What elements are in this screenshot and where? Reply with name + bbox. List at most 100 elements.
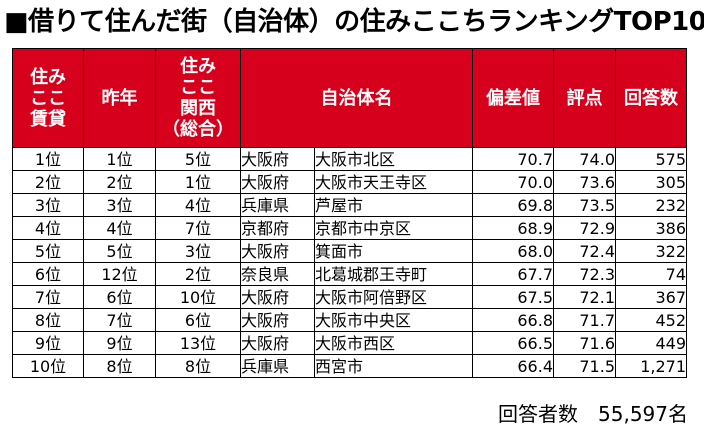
city-cell: 芦屋市 bbox=[314, 193, 473, 217]
rank-cell: 8位 bbox=[12, 308, 84, 332]
table-row: 5位 5位 3位 大阪府 箕面市 68.0 72.4 322 bbox=[12, 239, 687, 263]
deviation-cell: 67.5 bbox=[472, 285, 554, 309]
responses-cell: 74 bbox=[615, 262, 687, 286]
prefecture-cell: 大阪府 bbox=[240, 308, 315, 332]
prefecture-cell: 大阪府 bbox=[240, 147, 315, 171]
score-cell: 74.0 bbox=[553, 147, 616, 171]
header-rank-kansai-line: （総合） bbox=[162, 119, 234, 140]
responses-cell: 367 bbox=[615, 285, 687, 309]
city-cell: 北葛城郡王寺町 bbox=[314, 262, 473, 286]
table-row: 3位 3位 4位 兵庫県 芦屋市 69.8 73.5 232 bbox=[12, 193, 687, 217]
kansai-rank-cell: 7位 bbox=[155, 216, 241, 240]
deviation-cell: 70.0 bbox=[472, 170, 554, 194]
kansai-rank-cell: 8位 bbox=[155, 354, 241, 378]
kansai-rank-cell: 3位 bbox=[155, 239, 241, 263]
header-rank-kansai: 住み ここ 関西 （総合） bbox=[155, 48, 241, 148]
kansai-rank-cell: 6位 bbox=[155, 308, 241, 332]
rank-cell: 2位 bbox=[12, 170, 84, 194]
kansai-rank-cell: 13位 bbox=[155, 331, 241, 355]
last-year-cell: 12位 bbox=[83, 262, 156, 286]
kansai-rank-cell: 1位 bbox=[155, 170, 241, 194]
responses-cell: 322 bbox=[615, 239, 687, 263]
deviation-cell: 70.7 bbox=[472, 147, 554, 171]
rank-cell: 3位 bbox=[12, 193, 84, 217]
header-rank-kansai-line: 関西 bbox=[180, 98, 216, 119]
respondent-count: 回答者数 55,597名 bbox=[498, 402, 688, 426]
header-score: 評点 bbox=[553, 48, 616, 148]
responses-cell: 305 bbox=[615, 170, 687, 194]
city-cell: 大阪市阿倍野区 bbox=[314, 285, 473, 309]
rank-cell: 1位 bbox=[12, 147, 84, 171]
score-cell: 73.6 bbox=[553, 170, 616, 194]
rank-cell: 9位 bbox=[12, 331, 84, 355]
rank-cell: 7位 bbox=[12, 285, 84, 309]
rank-cell: 4位 bbox=[12, 216, 84, 240]
last-year-cell: 8位 bbox=[83, 354, 156, 378]
table-row: 8位 7位 6位 大阪府 大阪市中央区 66.8 71.7 452 bbox=[12, 308, 687, 332]
score-cell: 73.5 bbox=[553, 193, 616, 217]
last-year-cell: 6位 bbox=[83, 285, 156, 309]
header-last-year: 昨年 bbox=[83, 48, 156, 148]
last-year-cell: 4位 bbox=[83, 216, 156, 240]
responses-cell: 449 bbox=[615, 331, 687, 355]
header-rank-rent-line: 住み bbox=[30, 66, 66, 88]
city-cell: 箕面市 bbox=[314, 239, 473, 263]
responses-cell: 386 bbox=[615, 216, 687, 240]
deviation-cell: 66.8 bbox=[472, 308, 554, 332]
kansai-rank-cell: 4位 bbox=[155, 193, 241, 217]
kansai-rank-cell: 5位 bbox=[155, 147, 241, 171]
responses-cell: 1,271 bbox=[615, 354, 687, 378]
last-year-cell: 9位 bbox=[83, 331, 156, 355]
last-year-cell: 7位 bbox=[83, 308, 156, 332]
score-cell: 71.7 bbox=[553, 308, 616, 332]
ranking-table: 住み ここ 賃貸 昨年 住み ここ 関西 （総合） 自治体名 偏差値 評点 回答… bbox=[12, 48, 687, 378]
table-row: 9位 9位 13位 大阪府 大阪市西区 66.5 71.6 449 bbox=[12, 331, 687, 355]
score-cell: 72.4 bbox=[553, 239, 616, 263]
page-title: ■借りて住んだ街（自治体）の住みここちランキングTOP10 bbox=[4, 7, 704, 37]
city-cell: 西宮市 bbox=[314, 354, 473, 378]
prefecture-cell: 兵庫県 bbox=[240, 354, 315, 378]
prefecture-cell: 大阪府 bbox=[240, 285, 315, 309]
kansai-rank-cell: 2位 bbox=[155, 262, 241, 286]
score-cell: 71.5 bbox=[553, 354, 616, 378]
prefecture-cell: 大阪府 bbox=[240, 239, 315, 263]
header-municipality: 自治体名 bbox=[240, 48, 473, 148]
last-year-cell: 2位 bbox=[83, 170, 156, 194]
deviation-cell: 66.4 bbox=[472, 354, 554, 378]
last-year-cell: 3位 bbox=[83, 193, 156, 217]
rank-cell: 5位 bbox=[12, 239, 84, 263]
score-cell: 71.6 bbox=[553, 331, 616, 355]
table-row: 6位 12位 2位 奈良県 北葛城郡王寺町 67.7 72.3 74 bbox=[12, 262, 687, 286]
score-cell: 72.3 bbox=[553, 262, 616, 286]
deviation-cell: 66.5 bbox=[472, 331, 554, 355]
responses-cell: 452 bbox=[615, 308, 687, 332]
prefecture-cell: 兵庫県 bbox=[240, 193, 315, 217]
city-cell: 大阪市西区 bbox=[314, 331, 473, 355]
score-cell: 72.1 bbox=[553, 285, 616, 309]
deviation-cell: 68.9 bbox=[472, 216, 554, 240]
deviation-cell: 67.7 bbox=[472, 262, 554, 286]
header-responses: 回答数 bbox=[615, 48, 687, 148]
header-rank-kansai-line: ここ bbox=[180, 77, 216, 98]
last-year-cell: 1位 bbox=[83, 147, 156, 171]
header-row: 住み ここ 賃貸 昨年 住み ここ 関西 （総合） 自治体名 偏差値 評点 回答… bbox=[12, 48, 687, 148]
header-rank-rent-line: ここ bbox=[30, 87, 66, 109]
prefecture-cell: 奈良県 bbox=[240, 262, 315, 286]
responses-cell: 232 bbox=[615, 193, 687, 217]
score-cell: 72.9 bbox=[553, 216, 616, 240]
last-year-cell: 5位 bbox=[83, 239, 156, 263]
prefecture-cell: 大阪府 bbox=[240, 331, 315, 355]
header-rank-rent: 住み ここ 賃貸 bbox=[12, 48, 84, 148]
table-row: 1位 1位 5位 大阪府 大阪市北区 70.7 74.0 575 bbox=[12, 147, 687, 171]
responses-cell: 575 bbox=[615, 147, 687, 171]
rank-cell: 6位 bbox=[12, 262, 84, 286]
header-rank-kansai-line: 住み bbox=[180, 56, 216, 77]
deviation-cell: 69.8 bbox=[472, 193, 554, 217]
prefecture-cell: 大阪府 bbox=[240, 170, 315, 194]
header-deviation: 偏差値 bbox=[472, 48, 554, 148]
kansai-rank-cell: 10位 bbox=[155, 285, 241, 309]
rank-cell: 10位 bbox=[12, 354, 84, 378]
deviation-cell: 68.0 bbox=[472, 239, 554, 263]
table-row: 7位 6位 10位 大阪府 大阪市阿倍野区 67.5 72.1 367 bbox=[12, 285, 687, 309]
city-cell: 大阪市北区 bbox=[314, 147, 473, 171]
